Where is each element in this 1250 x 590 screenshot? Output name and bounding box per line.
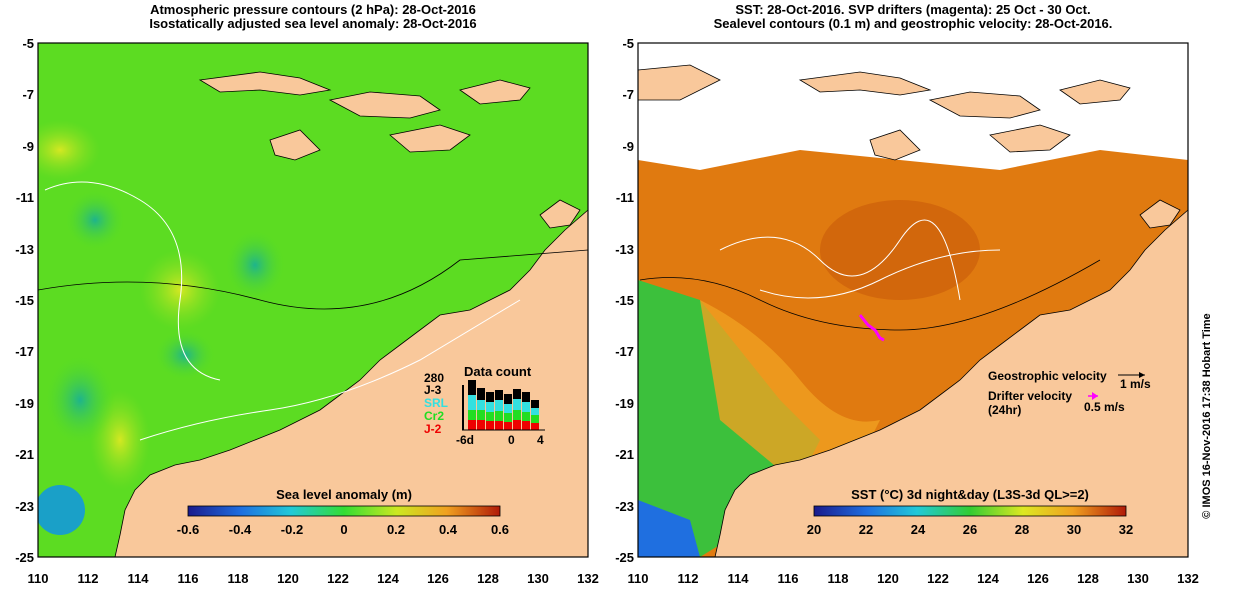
left-y-tick: -9 bbox=[22, 138, 34, 154]
right-x-tick: 130 bbox=[1127, 571, 1149, 586]
left-x-tick: 114 bbox=[127, 571, 149, 586]
left-x-tick: 116 bbox=[177, 571, 199, 586]
right-y-tick: -11 bbox=[615, 190, 634, 206]
right-x-tick: 110 bbox=[627, 571, 649, 586]
islands-land bbox=[198, 71, 581, 229]
left-x-tick: 124 bbox=[377, 571, 399, 586]
drifter-legend-scale: 0.5 m/s bbox=[1084, 400, 1125, 414]
left-y-tick: -15 bbox=[15, 293, 34, 308]
data-count-xtick-2: 4 bbox=[537, 433, 544, 447]
data-count-xtick-1: 0 bbox=[508, 433, 515, 447]
australia-land-sst bbox=[714, 209, 1188, 557]
right-map-frame bbox=[637, 42, 1189, 558]
sst-colorbar-label: SST (°C) 3d night&day (L3S-3d QL>=2) bbox=[851, 487, 1089, 502]
sla-colorbar-tick: -0.4 bbox=[228, 522, 252, 537]
imos-credit: © IMOS 16-Nov-2016 17:38 Hobart Time bbox=[1201, 313, 1213, 519]
australia-land bbox=[114, 209, 588, 557]
sst-colorbar-tick: 32 bbox=[1118, 522, 1134, 537]
right-x-tick: 114 bbox=[727, 571, 749, 586]
right-y-tick: -5 bbox=[622, 36, 634, 51]
left-x-tick: 110 bbox=[27, 571, 49, 586]
data-count-legend-j3: J-3 bbox=[424, 383, 442, 397]
right-y-tick: -7 bbox=[622, 87, 634, 103]
data-count-legend-srl: SRL bbox=[424, 396, 448, 410]
sst-colorbar-tick: 26 bbox=[962, 522, 978, 537]
right-x-tick: 112 bbox=[677, 571, 699, 586]
right-y-tick: -17 bbox=[615, 344, 634, 360]
right-y-tick: -21 bbox=[615, 447, 634, 463]
left-x-tick: 126 bbox=[427, 571, 449, 586]
right-y-tick: -9 bbox=[622, 138, 634, 154]
sla-colorbar-tick: -0.2 bbox=[280, 522, 304, 537]
right-y-tick: -19 bbox=[615, 395, 634, 411]
left-x-tick: 120 bbox=[277, 571, 299, 586]
sst-colorbar-tick: 24 bbox=[910, 522, 926, 537]
sla-colorbar-tick: 0.4 bbox=[438, 522, 458, 537]
right-x-tick: 126 bbox=[1027, 571, 1049, 586]
right-y-tick: -25 bbox=[615, 550, 634, 565]
sst-colorbar-tick: 22 bbox=[858, 522, 874, 537]
drifter-legend-subtitle: (24hr) bbox=[988, 403, 1022, 417]
sla-colorbar-tick: -0.6 bbox=[176, 522, 200, 537]
left-y-tick: -13 bbox=[15, 241, 34, 257]
left-title-line2: Isostatically adjusted sea level anomaly… bbox=[149, 16, 477, 31]
left-x-tick: 128 bbox=[477, 571, 499, 586]
data-count-xtick-0: -6d bbox=[456, 433, 474, 447]
sla-colorbar-tick: 0.6 bbox=[490, 522, 510, 537]
left-x-tick: 112 bbox=[77, 571, 99, 586]
sla-colorbar-label: Sea level anomaly (m) bbox=[276, 487, 412, 502]
right-title-line2: Sealevel contours (0.1 m) and geostrophi… bbox=[713, 16, 1113, 31]
sla-colorbar bbox=[187, 505, 501, 517]
sst-colorbar bbox=[813, 505, 1127, 517]
left-map-frame bbox=[37, 42, 589, 558]
sla-colorbar-tick: 0.2 bbox=[386, 522, 406, 537]
left-y-tick: -5 bbox=[22, 36, 34, 51]
data-count-max: 280 bbox=[424, 371, 445, 385]
right-x-tick: 132 bbox=[1177, 571, 1199, 586]
data-count-legend-cr2: Cr2 bbox=[424, 409, 445, 423]
right-x-tick: 118 bbox=[827, 571, 849, 586]
sla-map bbox=[38, 43, 588, 557]
geostrophic-legend-scale: 1 m/s bbox=[1120, 377, 1151, 391]
sst-map bbox=[638, 43, 1188, 557]
data-count-title: Data count bbox=[464, 364, 532, 379]
left-x-tick: 132 bbox=[577, 571, 599, 586]
right-x-tick: 122 bbox=[927, 571, 949, 586]
left-y-tick: -25 bbox=[15, 550, 34, 565]
left-y-tick: -17 bbox=[15, 344, 34, 360]
left-y-tick: -7 bbox=[22, 87, 34, 103]
drifter-track bbox=[858, 314, 885, 342]
data-count-chart bbox=[462, 380, 545, 431]
right-y-tick: -13 bbox=[615, 241, 634, 257]
data-count-legend-j2: J-2 bbox=[424, 422, 442, 436]
right-x-tick: 124 bbox=[977, 571, 999, 586]
drifter-legend-label: Drifter velocity bbox=[988, 389, 1073, 403]
right-y-tick: -23 bbox=[615, 498, 634, 514]
left-title-line1: Atmospheric pressure contours (2 hPa): 2… bbox=[150, 2, 476, 17]
sst-colorbar-tick: 28 bbox=[1014, 522, 1030, 537]
left-y-tick: -19 bbox=[15, 395, 34, 411]
right-x-tick: 128 bbox=[1077, 571, 1099, 586]
left-x-tick: 122 bbox=[327, 571, 349, 586]
left-x-tick: 118 bbox=[227, 571, 249, 586]
sla-colorbar-tick: 0 bbox=[340, 522, 348, 537]
right-title-line1: SST: 28-Oct-2016. SVP drifters (magenta)… bbox=[735, 2, 1091, 17]
right-x-tick: 120 bbox=[877, 571, 899, 586]
geostrophic-legend-label: Geostrophic velocity bbox=[988, 369, 1107, 383]
left-y-tick: -23 bbox=[15, 498, 34, 514]
sst-colorbar-tick: 30 bbox=[1066, 522, 1082, 537]
right-x-tick: 116 bbox=[777, 571, 799, 586]
left-x-tick: 130 bbox=[527, 571, 549, 586]
left-y-tick: -21 bbox=[15, 447, 34, 463]
left-y-tick: -11 bbox=[15, 190, 34, 206]
right-y-tick: -15 bbox=[615, 293, 634, 308]
sst-colorbar-tick: 20 bbox=[806, 522, 822, 537]
